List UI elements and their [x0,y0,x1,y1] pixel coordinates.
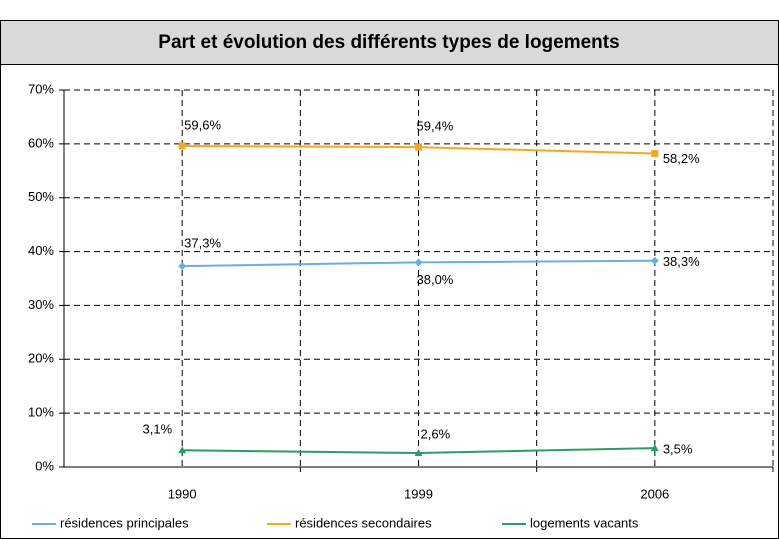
data-label: 38,0% [417,272,454,287]
marker [415,143,422,151]
data-label: 59,4% [417,119,454,134]
legend-label: logements vacants [530,515,639,530]
x-tick-label: 2006 [640,486,669,501]
y-tick-label: 70% [28,81,54,96]
data-label: 3,1% [143,422,173,437]
data-label: 59,6% [184,117,221,132]
y-tick-label: 20% [28,351,54,366]
y-tick-label: 30% [28,297,54,312]
data-label: 3,5% [663,442,693,457]
legend-label: résidences principales [60,515,189,530]
legend-label: résidences secondaires [295,515,432,530]
data-label: 37,3% [184,236,221,251]
frame [0,20,779,539]
y-tick-label: 0% [35,458,54,473]
data-label: 2,6% [421,426,451,441]
x-tick-label: 1999 [404,486,433,501]
title-bar [0,20,779,65]
marker [178,142,186,150]
y-tick-label: 10% [28,405,54,420]
marker [414,258,423,267]
marker [178,262,187,271]
marker [414,448,423,456]
x-tick-label: 1990 [168,486,197,501]
y-tick-label: 60% [28,135,54,150]
data-label: 58,2% [663,151,700,166]
y-tick-label: 40% [28,243,54,258]
marker [178,446,187,454]
chart-title: Part et évolution des différents types d… [158,32,619,53]
marker [650,256,659,265]
marker [650,444,659,452]
data-label: 38,3% [663,254,700,269]
marker [651,150,659,158]
y-tick-label: 50% [28,189,54,204]
